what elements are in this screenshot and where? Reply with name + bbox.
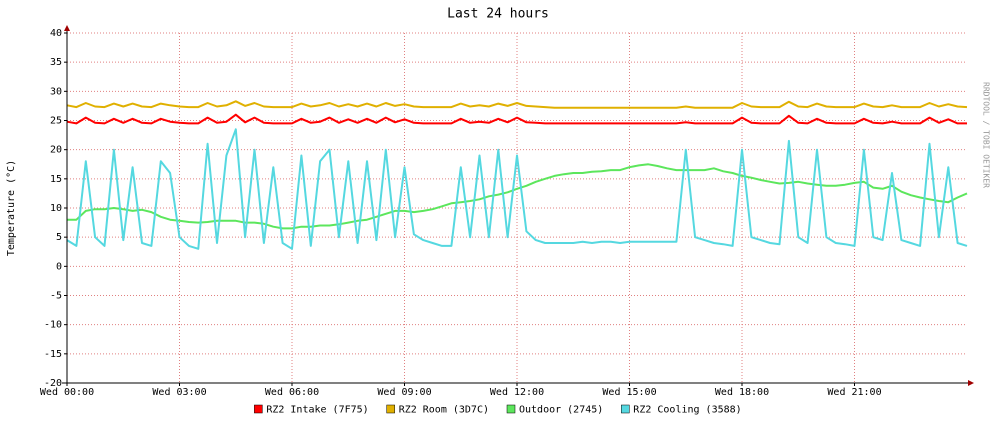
plot — [66, 100, 968, 250]
x-tick-label: Wed 09:00 — [377, 387, 431, 398]
y-tick-label: 35 — [50, 57, 62, 68]
series-line — [67, 163, 968, 230]
x-tick-label: Wed 18:00 — [715, 387, 769, 398]
y-tick-label: 5 — [56, 232, 62, 243]
y-tick-label: 30 — [50, 86, 62, 97]
x-tick-label: Wed 00:00 — [40, 387, 94, 398]
x-tick-label: Wed 15:00 — [602, 387, 656, 398]
y-tick-label: 40 — [50, 28, 62, 39]
axis-arrow — [968, 380, 974, 386]
legend-label: RZ2 Cooling (3588) — [633, 405, 741, 416]
y-tick-label: 25 — [50, 116, 62, 127]
watermark: RRDTOOL / TOBI OETIKER — [982, 82, 991, 188]
y-tick-label: -5 — [50, 291, 62, 302]
y-tick-label: 0 — [56, 261, 62, 272]
y-tick-label: 15 — [50, 174, 62, 185]
legend-swatch — [621, 404, 630, 414]
legend-label: RZ2 Intake (7F75) — [266, 405, 368, 416]
series-line — [66, 113, 967, 125]
legend-label: RZ2 Room (3D7C) — [399, 405, 489, 416]
y-tick-label: -20 — [44, 378, 62, 389]
series-line — [66, 128, 968, 250]
y-tick-label: 10 — [50, 203, 62, 214]
y-tick-label: -10 — [44, 320, 62, 331]
legend: RZ2 Intake (7F75) RZ2 Room (3D7C) Outdoor … — [254, 404, 742, 416]
axis-arrow — [64, 25, 70, 31]
legend-swatch — [386, 404, 395, 414]
legend-swatch — [506, 404, 516, 414]
series-line — [66, 100, 968, 109]
y-axis-label: Temperature (°C) — [6, 160, 17, 256]
x-tick-label: Wed 06:00 — [265, 387, 319, 398]
y-tick-label: 20 — [50, 145, 62, 156]
legend-label: Outdoor (2745) — [519, 405, 603, 416]
x-tick-label: Wed 21:00 — [827, 387, 881, 398]
x-tick-label: Wed 03:00 — [152, 387, 206, 398]
legend-swatch — [254, 404, 263, 414]
y-tick-label: -15 — [44, 349, 62, 360]
grid: -20 -15 -10 -5 0 5 10 15 20 25 30 35 40 Wed 00:00 Wed … — [40, 28, 967, 398]
chart-title: Last 24 hours — [447, 7, 549, 22]
x-tick-label: Wed 12:00 — [490, 387, 544, 398]
